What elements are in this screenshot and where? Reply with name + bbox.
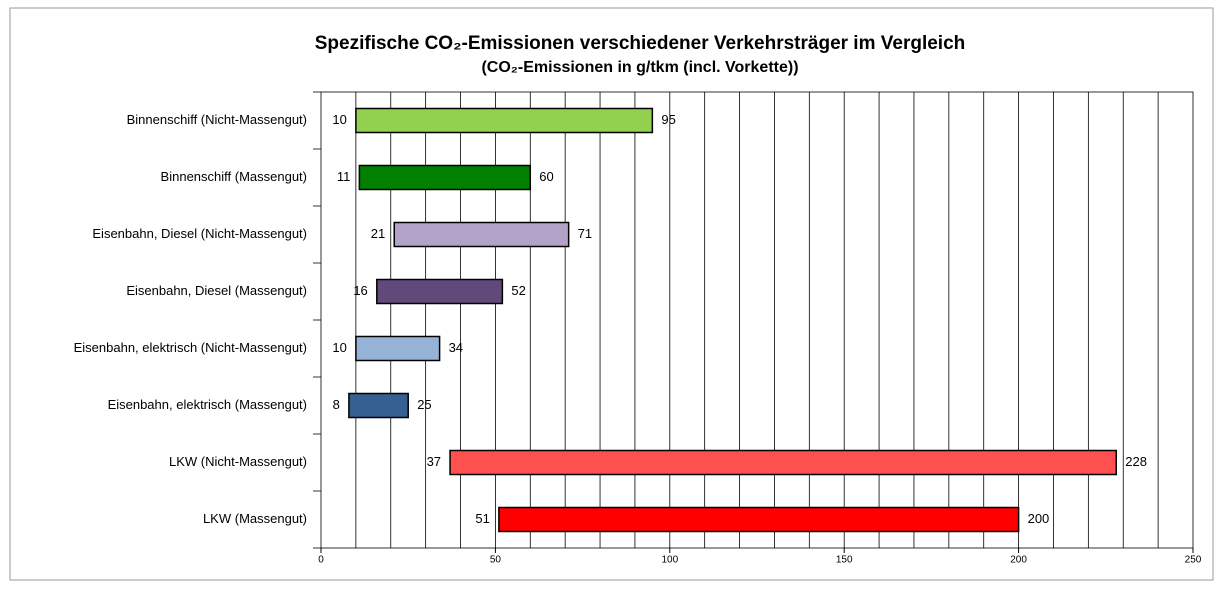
x-tick-label: 250 <box>1185 555 1202 566</box>
x-tick-label: 200 <box>1010 555 1027 566</box>
bar <box>376 278 504 305</box>
low-label: 37 <box>427 454 441 469</box>
high-label: 52 <box>511 283 525 298</box>
high-label: 228 <box>1125 454 1147 469</box>
bar <box>393 221 570 248</box>
y-tick-label: Binnenschiff (Nicht-Massengut) <box>127 112 307 127</box>
y-tick-label: LKW (Massengut) <box>203 511 307 526</box>
high-label: 60 <box>539 169 553 184</box>
chart-subtitle: (CO₂-Emissionen in g/tkm (incl. Vorkette… <box>481 59 798 76</box>
y-tick-label: Eisenbahn, Diesel (Massengut) <box>126 283 307 298</box>
bar <box>348 392 409 419</box>
low-label: 8 <box>333 397 340 412</box>
bar <box>355 335 441 362</box>
x-tick-label: 100 <box>661 555 678 566</box>
y-tick-label: Binnenschiff (Massengut) <box>161 169 307 184</box>
chart-frame <box>9 7 1214 581</box>
bar <box>358 164 532 191</box>
high-label: 71 <box>578 226 592 241</box>
high-label: 200 <box>1028 511 1050 526</box>
x-tick-label: 150 <box>836 555 853 566</box>
low-label: 51 <box>475 511 489 526</box>
y-tick-label: LKW (Nicht-Massengut) <box>169 454 307 469</box>
y-tick-label: Eisenbahn, elektrisch (Massengut) <box>108 397 307 412</box>
high-label: 25 <box>417 397 431 412</box>
chart-title: Spezifische CO₂-Emissionen verschiedener… <box>315 33 966 54</box>
plot-area <box>320 91 1194 549</box>
bar <box>449 449 1118 476</box>
high-label: 95 <box>661 112 675 127</box>
low-label: 21 <box>371 226 385 241</box>
high-label: 34 <box>449 340 463 355</box>
low-label: 10 <box>332 112 346 127</box>
y-tick-label: Eisenbahn, Diesel (Nicht-Massengut) <box>92 226 307 241</box>
y-tick-label: Eisenbahn, elektrisch (Nicht-Massengut) <box>74 340 307 355</box>
x-tick-label: 0 <box>318 555 324 566</box>
low-label: 10 <box>332 340 346 355</box>
bar <box>355 107 654 134</box>
low-label: 16 <box>353 283 367 298</box>
low-label: 11 <box>337 169 351 184</box>
x-tick-label: 50 <box>490 555 502 566</box>
bar <box>498 506 1020 533</box>
